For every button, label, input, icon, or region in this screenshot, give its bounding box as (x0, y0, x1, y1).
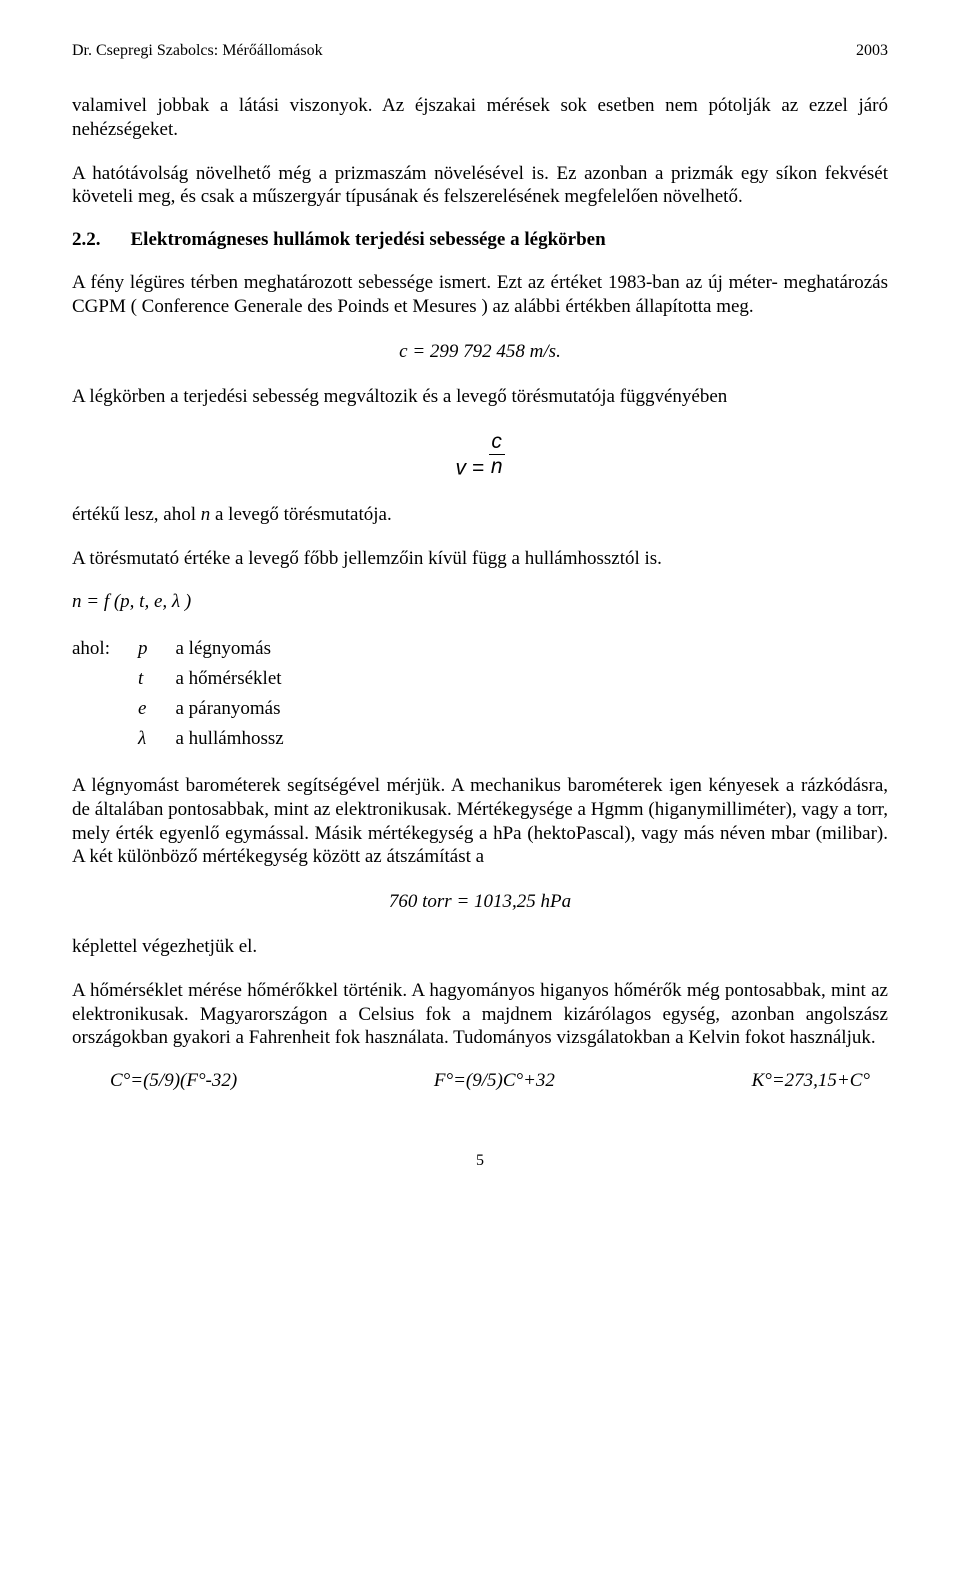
paragraph: A hatótávolság növelhető még a prizmaszá… (72, 162, 888, 210)
formula-c: c = 299 792 458 m/s. (72, 341, 888, 363)
paragraph: A törésmutató értéke a levegő főbb jelle… (72, 547, 888, 571)
description: a páranyomás (176, 694, 312, 724)
table-row: λ a hullámhossz (72, 724, 312, 754)
ahol-label: ahol: (72, 634, 138, 664)
paragraph: értékű lesz, ahol n a levegő törésmutató… (72, 503, 888, 527)
formulas-row: C°=(5/9)(F°-32) F°=(9/5)C°+32 K°=273,15+… (110, 1070, 870, 1092)
symbol: λ (138, 724, 176, 754)
running-header: Dr. Csepregi Szabolcs: Mérőállomások 200… (72, 42, 888, 60)
page-number: 5 (72, 1152, 888, 1170)
description: a hőmérséklet (176, 664, 312, 694)
text-span: a levegő törésmutatója. (210, 504, 392, 525)
section-number: 2.2. (72, 229, 101, 250)
formula-v-fraction: c n (489, 430, 505, 479)
description: a hullámhossz (176, 724, 312, 754)
paragraph: A fény légüres térben meghatározott sebe… (72, 271, 888, 319)
description: a légnyomás (176, 634, 312, 664)
formula-b: F°=(9/5)C°+32 (434, 1070, 555, 1092)
header-left: Dr. Csepregi Szabolcs: Mérőállomások (72, 42, 323, 60)
paragraph: A légkörben a terjedési sebesség megvált… (72, 385, 888, 409)
italic-var: n (201, 504, 211, 525)
table-row: e a páranyomás (72, 694, 312, 724)
page-container: Dr. Csepregi Szabolcs: Mérőállomások 200… (0, 0, 960, 1212)
fraction-numerator: c (489, 430, 505, 455)
header-right: 2003 (856, 42, 888, 60)
symbol: p (138, 634, 176, 664)
formula-a: C°=(5/9)(F°-32) (110, 1070, 237, 1092)
symbol: e (138, 694, 176, 724)
formula-v-left: v = (455, 457, 484, 480)
formula-v: v = c n (72, 430, 888, 481)
formula-c2: K°=273,15+C° (752, 1070, 870, 1092)
table-row: ahol: p a légnyomás (72, 634, 312, 664)
fraction-denominator: n (489, 455, 505, 479)
paragraph: valamivel jobbak a látási viszonyok. Az … (72, 94, 888, 142)
paragraph: A légnyomást barométerek segítségével mé… (72, 774, 888, 869)
paragraph: képlettel végezhetjük el. (72, 935, 888, 959)
formula-torr: 760 torr = 1013,25 hPa (72, 891, 888, 913)
text-span: értékű lesz, ahol (72, 504, 201, 525)
section-title: Elektromágneses hullámok terjedési sebes… (131, 229, 606, 250)
section-heading: 2.2. Elektromágneses hullámok terjedési s… (72, 229, 888, 251)
definitions-table: ahol: p a légnyomás t a hőmérséklet e a … (72, 634, 312, 754)
paragraph: A hőmérséklet mérése hőmérőkkel történik… (72, 979, 888, 1050)
formula-n: n = f (p, t, e, λ ) (72, 590, 888, 614)
symbol: t (138, 664, 176, 694)
table-row: t a hőmérséklet (72, 664, 312, 694)
